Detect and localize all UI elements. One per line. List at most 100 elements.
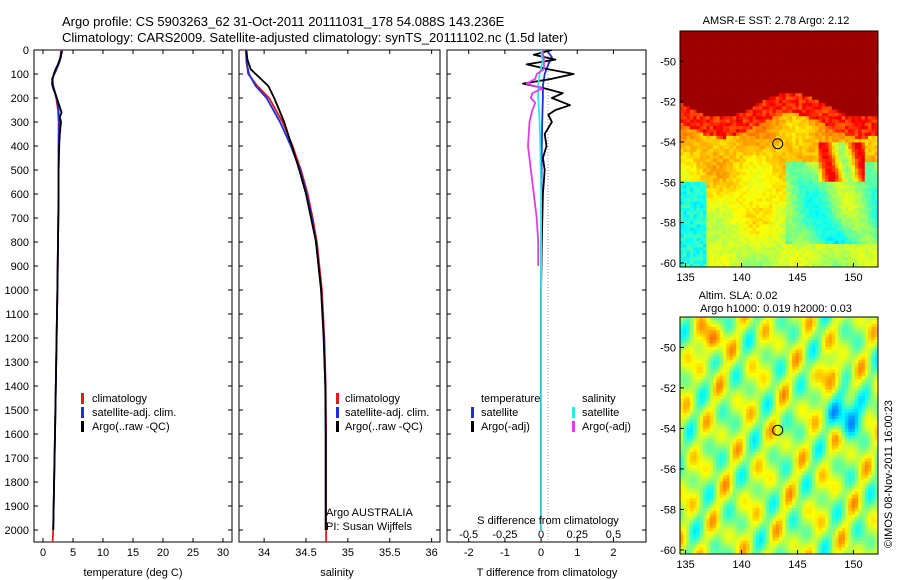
sst-cell [854, 67, 859, 71]
sst-cell [769, 221, 773, 225]
sst-cell [746, 40, 750, 45]
sst-cell [798, 103, 803, 107]
sst-cell [699, 96, 704, 101]
sla-cell [762, 330, 767, 334]
sla-cell [775, 326, 780, 331]
sst-cell [749, 40, 753, 45]
sst-cell [841, 109, 846, 114]
sst-cell [779, 139, 783, 143]
sst-cell [686, 86, 691, 91]
sst-cell [785, 240, 790, 245]
sst-cell [795, 171, 800, 176]
depth-tick-label: 800 [11, 237, 29, 249]
sst-cell [775, 31, 780, 35]
sst-cell [864, 165, 869, 170]
sst-cell [828, 162, 833, 166]
sst-cell [874, 211, 878, 215]
sst-cell [729, 158, 734, 163]
sst-cell [709, 263, 714, 267]
sla-cell [699, 320, 704, 324]
sst-cell [798, 237, 803, 242]
sst-cell [736, 90, 740, 94]
sst-cell [683, 198, 687, 202]
sst-cell [808, 260, 813, 265]
sst-cell [795, 60, 800, 65]
sst-cell [828, 86, 833, 91]
sst-cell [792, 224, 796, 229]
sst-cell [762, 44, 767, 48]
sst-cell [693, 257, 697, 261]
sst-cell [831, 40, 836, 45]
sst-cell [851, 122, 856, 127]
sst-cell [759, 211, 763, 215]
sst-cell [861, 53, 866, 58]
sst-cell [812, 122, 816, 127]
sst-cell [696, 217, 701, 222]
sst-cell [851, 70, 856, 75]
sst-cell [726, 244, 730, 248]
sst-cell [788, 99, 793, 104]
sla-cell [722, 333, 727, 338]
sst-cell [703, 47, 707, 52]
sst-cell [821, 132, 826, 137]
sst-cell [868, 31, 872, 35]
sst-cell [686, 234, 691, 238]
sst-cell [874, 194, 878, 199]
sst-cell [732, 185, 737, 189]
sst-cell [716, 126, 720, 130]
sst-cell [798, 67, 803, 71]
sst-cell [742, 67, 747, 71]
sst-cell [739, 227, 744, 232]
sst-cell [868, 168, 872, 173]
sst-cell [693, 198, 697, 202]
sla-cell [739, 330, 744, 334]
sst-cell [736, 201, 740, 206]
sst-cell [716, 135, 720, 140]
sst-cell [812, 181, 816, 186]
sst-cell [772, 63, 777, 68]
sla-cell [706, 330, 711, 334]
sst-cell [739, 73, 744, 78]
sst-cell [689, 240, 694, 245]
sst-cell [739, 63, 744, 68]
sst-cell [782, 178, 786, 183]
sst-cell [845, 185, 849, 189]
sst-cell [689, 99, 694, 104]
sst-cell [696, 67, 701, 71]
sst-cell [821, 145, 826, 150]
sst-cell [722, 57, 727, 61]
sst-cell [699, 237, 704, 242]
legend-swatch-s-argo [572, 421, 575, 432]
sst-cell [736, 99, 740, 104]
sst-cell [726, 247, 730, 252]
temperature-tick-label: 20 [157, 547, 169, 559]
sst-cell [752, 171, 757, 176]
sst-cell [755, 57, 760, 61]
sst-cell [808, 103, 813, 107]
sst-cell [818, 181, 823, 186]
sst-cell [831, 129, 836, 134]
sst-cell [719, 234, 724, 238]
sst-cell [696, 122, 701, 127]
sst-cell [736, 211, 740, 215]
sst-cell [755, 67, 760, 71]
sst-cell [772, 126, 777, 130]
sla-cell [818, 320, 823, 324]
sst-cell [769, 240, 773, 245]
sst-cell [792, 234, 796, 238]
sst-cell [746, 106, 750, 111]
sla-cell [868, 323, 872, 328]
sst-cell [845, 126, 849, 130]
sst-cell [693, 119, 697, 124]
sst-cell [686, 37, 691, 42]
sst-cell [729, 201, 734, 206]
sst-cell [699, 80, 704, 84]
sst-cell [722, 171, 727, 176]
sst-cell [765, 83, 770, 88]
sst-cell [739, 106, 744, 111]
sst-cell [821, 263, 826, 267]
sst-cell [729, 119, 734, 124]
sst-cell [713, 86, 717, 91]
sst-cell [802, 194, 806, 199]
sst-cell [742, 244, 747, 248]
